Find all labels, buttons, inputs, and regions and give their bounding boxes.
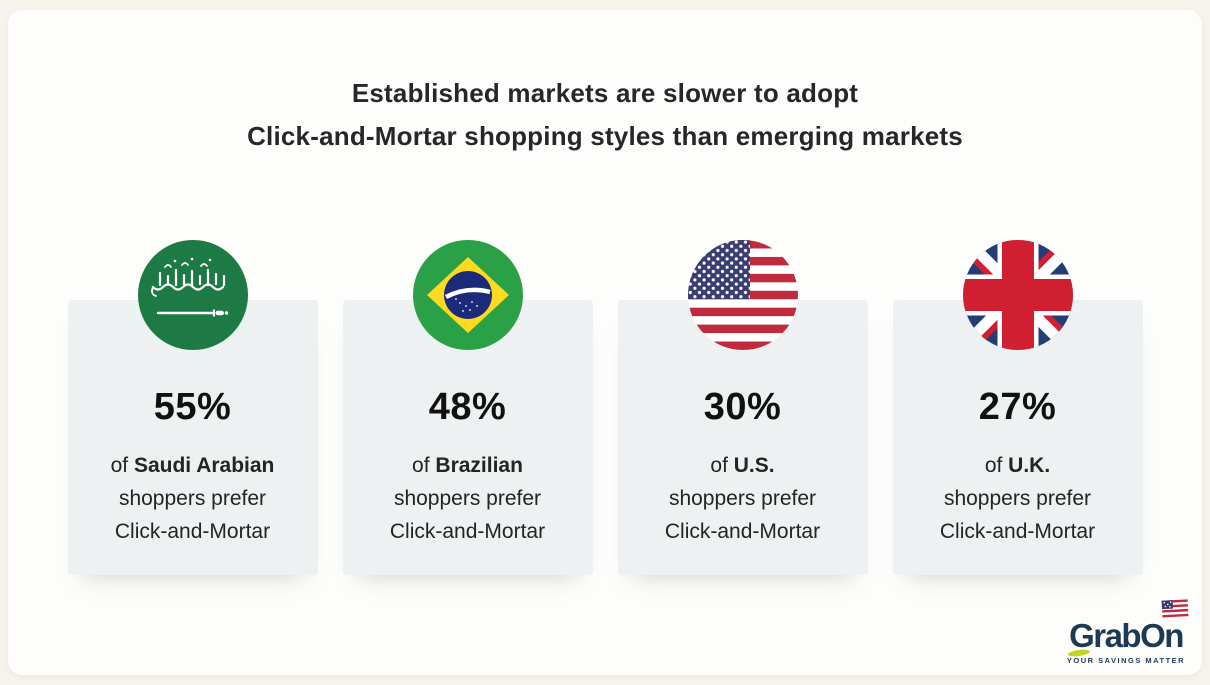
brand-name: GrabOn	[1069, 617, 1184, 654]
desc-line: Click-and-Mortar	[114, 520, 271, 543]
percent-value: 48%	[428, 386, 507, 428]
desc-line: shoppers prefer	[943, 487, 1092, 510]
saudi-arabia-flag-icon	[137, 240, 248, 350]
desc-prefix: of	[110, 454, 129, 477]
stat-description: of U.S. shoppers prefer Click-and-Mortar	[618, 449, 868, 548]
country-name: Saudi Arabian	[133, 454, 275, 477]
usa-flag-icon	[1161, 599, 1189, 623]
desc-line: shoppers prefer	[118, 487, 267, 510]
desc-line: Click-and-Mortar	[939, 520, 1096, 543]
usa-flag-icon	[687, 240, 798, 350]
country-name: U.K.	[1008, 454, 1051, 477]
desc-line: shoppers prefer	[668, 487, 817, 510]
page-title: Established markets are slower to adopt …	[8, 10, 1202, 158]
uk-flag-icon	[962, 240, 1073, 350]
desc-prefix: of	[710, 454, 728, 477]
stat-card-saudi-arabia: 55% of Saudi Arabian shoppers prefer Cli…	[67, 240, 318, 575]
stat-cards-row: 55% of Saudi Arabian shoppers prefer Cli…	[8, 240, 1202, 575]
brazil-flag-icon	[412, 240, 523, 350]
desc-line: shoppers prefer	[393, 487, 542, 510]
title-line-1: Established markets are slower to adopt	[351, 78, 859, 108]
desc-prefix: of	[984, 454, 1003, 477]
stat-card-uk: 27% of U.K. shoppers prefer Click-and-Mo…	[892, 240, 1143, 575]
desc-line: Click-and-Mortar	[664, 520, 821, 543]
stat-description: of U.K. shoppers prefer Click-and-Mortar	[893, 449, 1143, 548]
desc-line: Click-and-Mortar	[389, 520, 546, 543]
percent-value: 30%	[703, 386, 782, 428]
stat-card-brazil: 48% of Brazilian shoppers prefer Click-a…	[342, 240, 593, 575]
brand-tagline: YOUR SAVINGS MATTER	[1066, 656, 1186, 665]
percent-value: 55%	[153, 386, 232, 428]
desc-prefix: of	[412, 454, 430, 477]
stat-card-us: 30% of U.S. shoppers prefer Click-and-Mo…	[617, 240, 868, 575]
country-name: Brazilian	[435, 454, 523, 477]
country-name: U.S.	[733, 454, 775, 477]
percent-value: 27%	[978, 386, 1057, 428]
infographic-panel: Established markets are slower to adopt …	[8, 10, 1202, 675]
grabon-logo: GrabOn YOUR SAVINGS MATTER	[1064, 599, 1189, 665]
stat-description: of Saudi Arabian shoppers prefer Click-a…	[68, 449, 318, 548]
title-line-2: Click-and-Mortar shopping styles than em…	[247, 121, 963, 151]
stat-description: of Brazilian shoppers prefer Click-and-M…	[343, 449, 593, 548]
